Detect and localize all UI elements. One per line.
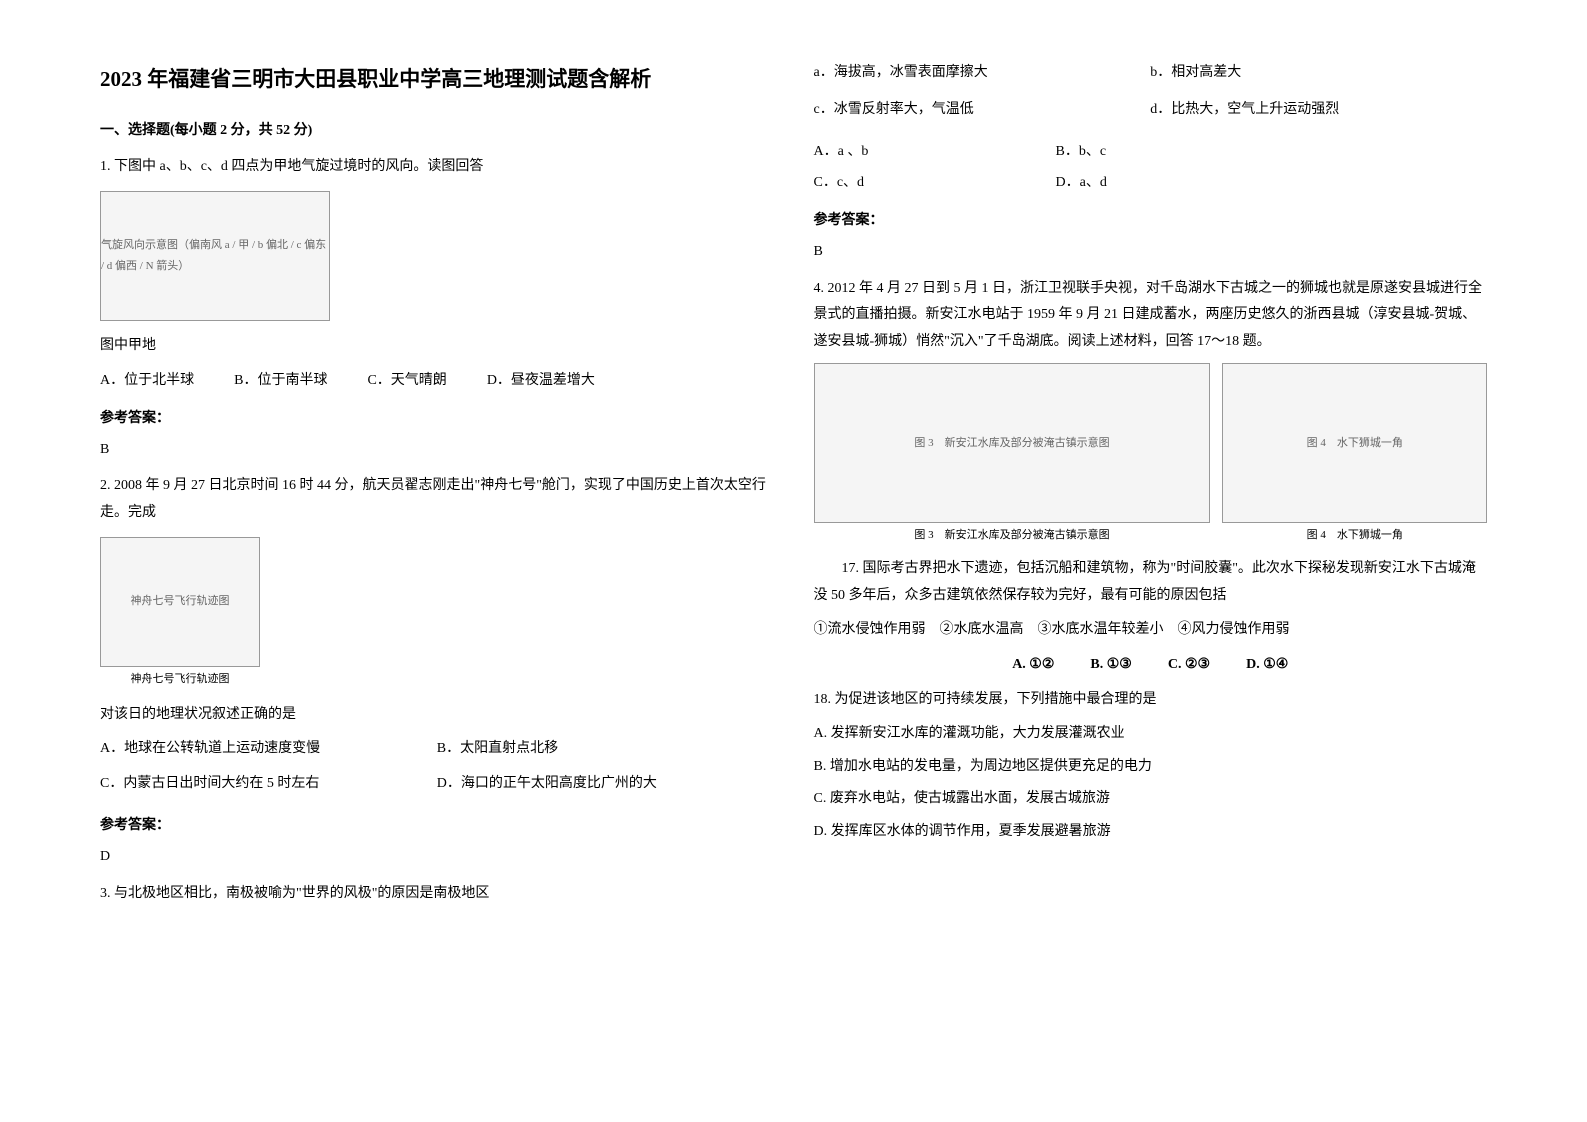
q3-sub-a: a．海拔高，冰雪表面摩擦大 bbox=[814, 60, 1151, 87]
q3-subopts-row1: a．海拔高，冰雪表面摩擦大 b．相对高差大 bbox=[814, 60, 1488, 91]
q4-figures: 图 3 新安江水库及部分被淹古镇示意图 图 3 新安江水库及部分被淹古镇示意图 … bbox=[814, 363, 1488, 546]
q1-answer: B bbox=[100, 437, 774, 464]
q4-figure3-placeholder: 图 3 新安江水库及部分被淹古镇示意图 bbox=[814, 363, 1211, 523]
q18-opt-d: D. 发挥库区水体的调节作用，夏季发展避暑旅游 bbox=[814, 819, 1488, 846]
q3-sub-b: b．相对高差大 bbox=[1150, 60, 1487, 87]
q2-subtext: 对该日的地理状况叙述正确的是 bbox=[100, 702, 774, 729]
q3-text: 3. 与北极地区相比，南极被喻为"世界的风极"的原因是南极地区 bbox=[100, 881, 774, 908]
q2-opt-b: B．太阳直射点北移 bbox=[437, 736, 774, 763]
q3-opt-c: C．c、d bbox=[814, 170, 1016, 197]
q1-text: 1. 下图中 a、b、c、d 四点为甲地气旋过境时的风向。读图回答 bbox=[100, 154, 774, 181]
q17-options: A. ①② B. ①③ C. ②③ D. ①④ bbox=[814, 652, 1488, 679]
q3-subopts-row2: c．冰雪反射率大，气温低 d．比热大，空气上升运动强烈 bbox=[814, 97, 1488, 128]
q2-opt-c: C．内蒙古日出时间大约在 5 时左右 bbox=[100, 771, 437, 798]
q17-opt-c: C. ②③ bbox=[1168, 652, 1210, 679]
q1-answer-label: 参考答案： bbox=[100, 406, 774, 433]
q17-sub: ①流水侵蚀作用弱 ②水底水温高 ③水底水温年较差小 ④风力侵蚀作用弱 bbox=[814, 617, 1488, 644]
q1-opt-a: A．位于北半球 bbox=[100, 368, 194, 395]
q2-answer-label: 参考答案： bbox=[100, 813, 774, 840]
q2-figure-placeholder: 神舟七号飞行轨迹图 bbox=[100, 537, 260, 667]
q17-text: 17. 国际考古界把水下遗迹，包括沉船和建筑物，称为"时间胶囊"。此次水下探秘发… bbox=[814, 556, 1488, 609]
q2-options: A．地球在公转轨道上运动速度变慢 B．太阳直射点北移 C．内蒙古日出时间大约在 … bbox=[100, 736, 774, 805]
q18-opt-b: B. 增加水电站的发电量，为周边地区提供更充足的电力 bbox=[814, 754, 1488, 781]
q3-opt-a: A．a 、b bbox=[814, 139, 1016, 166]
q2-figure-caption: 神舟七号飞行轨迹图 bbox=[100, 669, 260, 690]
q2-text: 2. 2008 年 9 月 27 日北京时间 16 时 44 分，航天员翟志刚走… bbox=[100, 473, 774, 526]
q17-opt-d: D. ①④ bbox=[1246, 652, 1288, 679]
q3-sub-c: c．冰雪反射率大，气温低 bbox=[814, 97, 1151, 124]
q3-opt-b: B．b、c bbox=[1056, 139, 1258, 166]
q17-opt-a: A. ①② bbox=[1012, 652, 1054, 679]
q2-opt-d: D．海口的正午太阳高度比广州的大 bbox=[437, 771, 774, 798]
q1-figure: 气旋风向示意图（偏南风 a / 甲 / b 偏北 / c 偏东 / d 偏西 /… bbox=[100, 191, 774, 321]
q4-figure4-placeholder: 图 4 水下狮城一角 bbox=[1222, 363, 1487, 523]
left-column: 2023 年福建省三明市大田县职业中学高三地理测试题含解析 一、选择题(每小题 … bbox=[100, 60, 774, 915]
q1-opt-b: B．位于南半球 bbox=[234, 368, 327, 395]
question-2: 2. 2008 年 9 月 27 日北京时间 16 时 44 分，航天员翟志刚走… bbox=[100, 473, 774, 870]
q2-figure: 神舟七号飞行轨迹图 神舟七号飞行轨迹图 bbox=[100, 537, 774, 690]
q1-opt-c: C．天气晴朗 bbox=[367, 368, 446, 395]
section-heading: 一、选择题(每小题 2 分，共 52 分) bbox=[100, 118, 774, 145]
q1-options: A．位于北半球 B．位于南半球 C．天气晴朗 D．昼夜温差增大 bbox=[100, 368, 774, 399]
q4-text: 4. 2012 年 4 月 27 日到 5 月 1 日，浙江卫视联手央视，对千岛… bbox=[814, 276, 1488, 356]
q3-sub-d: d．比热大，空气上升运动强烈 bbox=[1150, 97, 1487, 124]
q2-answer: D bbox=[100, 844, 774, 871]
q3-answer: B bbox=[814, 239, 1488, 266]
page-title: 2023 年福建省三明市大田县职业中学高三地理测试题含解析 bbox=[100, 60, 774, 100]
right-column: a．海拔高，冰雪表面摩擦大 b．相对高差大 c．冰雪反射率大，气温低 d．比热大… bbox=[814, 60, 1488, 915]
q18-opt-a: A. 发挥新安江水库的灌溉功能，大力发展灌溉农业 bbox=[814, 721, 1488, 748]
q3-options: A．a 、b B．b、c C．c、d D．a、d bbox=[814, 139, 1488, 200]
question-4: 4. 2012 年 4 月 27 日到 5 月 1 日，浙江卫视联手央视，对千岛… bbox=[814, 276, 1488, 846]
q1-figure-placeholder: 气旋风向示意图（偏南风 a / 甲 / b 偏北 / c 偏东 / d 偏西 /… bbox=[100, 191, 330, 321]
q2-opt-a: A．地球在公转轨道上运动速度变慢 bbox=[100, 736, 437, 763]
question-3: a．海拔高，冰雪表面摩擦大 b．相对高差大 c．冰雪反射率大，气温低 d．比热大… bbox=[814, 60, 1488, 266]
q1-opt-d: D．昼夜温差增大 bbox=[487, 368, 595, 395]
q4-figure4-caption: 图 4 水下狮城一角 bbox=[1222, 525, 1487, 546]
q3-opt-d: D．a、d bbox=[1056, 170, 1258, 197]
q3-answer-label: 参考答案： bbox=[814, 208, 1488, 235]
question-1: 1. 下图中 a、b、c、d 四点为甲地气旋过境时的风向。读图回答 气旋风向示意… bbox=[100, 154, 774, 463]
q18-text: 18. 为促进该地区的可持续发展，下列措施中最合理的是 bbox=[814, 687, 1488, 714]
q1-subtext: 图中甲地 bbox=[100, 333, 774, 360]
q18-opt-c: C. 废弃水电站，使古城露出水面，发展古城旅游 bbox=[814, 786, 1488, 813]
q17-opt-b: B. ①③ bbox=[1090, 652, 1131, 679]
q4-figure3-caption: 图 3 新安江水库及部分被淹古镇示意图 bbox=[814, 525, 1211, 546]
